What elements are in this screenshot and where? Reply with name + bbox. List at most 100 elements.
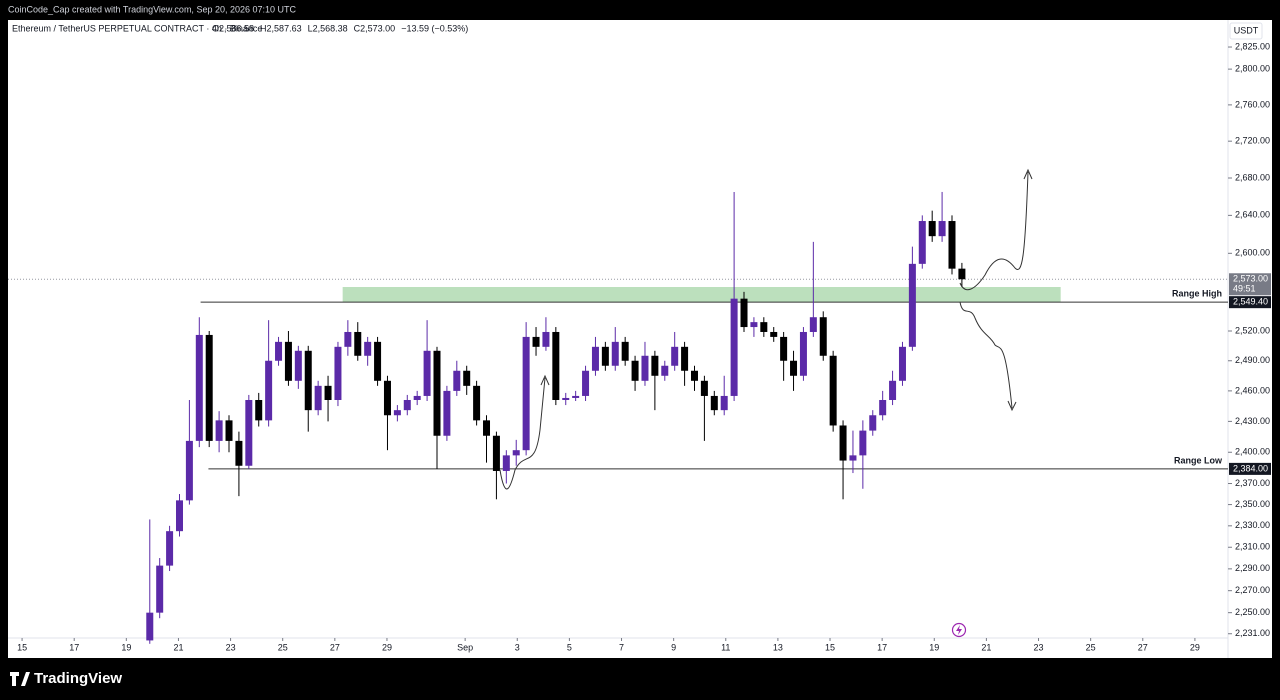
candle-body bbox=[304, 350, 312, 411]
currency: USDT bbox=[1234, 25, 1259, 35]
candle-body bbox=[641, 355, 649, 381]
ohlc-label: H2,587.63 bbox=[260, 23, 302, 33]
y-tick-label: 2,640.00 bbox=[1235, 210, 1270, 220]
last-price-label: 2,573.00 bbox=[1233, 274, 1268, 284]
candle-body bbox=[720, 395, 728, 411]
candle-body bbox=[166, 531, 174, 566]
lightning-icon bbox=[951, 622, 967, 638]
candle-body bbox=[770, 331, 778, 337]
candle-body bbox=[453, 370, 461, 391]
x-tick-label: 27 bbox=[330, 642, 340, 652]
y-tick-label: 2,460.00 bbox=[1235, 385, 1270, 395]
x-tick-label: 23 bbox=[226, 642, 236, 652]
candle-body bbox=[522, 336, 530, 451]
candle-body bbox=[700, 380, 708, 396]
x-tick-label: 23 bbox=[1034, 642, 1044, 652]
candle-body bbox=[918, 221, 926, 264]
candle-body bbox=[690, 370, 698, 381]
projection-up bbox=[499, 377, 546, 490]
y-tick-label: 2,350.00 bbox=[1235, 499, 1270, 509]
countdown: 49:51 bbox=[1233, 284, 1256, 294]
candle-body bbox=[591, 346, 599, 371]
candle-body bbox=[829, 355, 837, 426]
candle-body bbox=[621, 341, 629, 361]
candle-body bbox=[790, 360, 798, 376]
candle-body bbox=[245, 399, 253, 466]
candle-body bbox=[760, 322, 768, 332]
x-tick-label: 11 bbox=[721, 642, 730, 652]
level-name: Range High bbox=[1172, 289, 1222, 299]
x-tick-label: 27 bbox=[1138, 642, 1148, 652]
ohlc-label: −13.59 (−0.53%) bbox=[401, 23, 468, 33]
candle-body bbox=[413, 395, 421, 400]
candle-body bbox=[374, 341, 382, 381]
x-tick-label: 19 bbox=[121, 642, 131, 652]
candle-body bbox=[611, 341, 619, 366]
candle-body bbox=[275, 341, 283, 361]
x-tick-label: 13 bbox=[773, 642, 783, 652]
candle-body bbox=[601, 346, 609, 366]
candle-body bbox=[423, 350, 431, 396]
candle-body bbox=[383, 380, 391, 416]
brand: TradingView bbox=[34, 670, 122, 687]
candle-body bbox=[710, 395, 718, 411]
candle-body bbox=[869, 415, 877, 431]
x-tick-label: 9 bbox=[671, 642, 676, 652]
candle-body bbox=[185, 440, 193, 501]
icon-circle bbox=[951, 622, 967, 638]
arrow-head bbox=[1007, 400, 1017, 412]
candle-body bbox=[681, 346, 689, 371]
candle-body bbox=[175, 500, 183, 532]
candle-body bbox=[235, 440, 243, 466]
x-tick-label: 29 bbox=[382, 642, 392, 652]
y-tick-label: 2,600.00 bbox=[1235, 248, 1270, 258]
x-tick-label: 7 bbox=[619, 642, 624, 652]
x-tick-label: 17 bbox=[69, 642, 79, 652]
candle-body bbox=[958, 268, 966, 280]
y-tick-label: 2,370.00 bbox=[1235, 478, 1270, 488]
x-tick-label: 19 bbox=[929, 642, 939, 652]
x-tick-label: 21 bbox=[173, 642, 183, 652]
candle-body bbox=[671, 346, 679, 366]
candle-body bbox=[552, 331, 560, 400]
candle-body bbox=[512, 450, 520, 456]
x-tick-label: 25 bbox=[278, 642, 288, 652]
y-tick-label: 2,490.00 bbox=[1235, 355, 1270, 365]
level-name: Range Low bbox=[1174, 455, 1223, 465]
candle-body bbox=[889, 380, 897, 400]
x-tick-label: 17 bbox=[877, 642, 887, 652]
chart-area bbox=[8, 20, 1272, 658]
arrow-head bbox=[540, 374, 550, 386]
y-tick-label: 2,760.00 bbox=[1235, 99, 1270, 109]
candle-body bbox=[195, 334, 203, 441]
candle-body bbox=[661, 365, 669, 376]
x-tick-label: 25 bbox=[1086, 642, 1096, 652]
price-tag-label: 2,384.00 bbox=[1233, 463, 1268, 473]
candle-body bbox=[730, 298, 738, 396]
y-tick-label: 2,680.00 bbox=[1235, 172, 1270, 182]
y-tick-label: 2,330.00 bbox=[1235, 520, 1270, 530]
x-tick-label: 15 bbox=[825, 642, 835, 652]
y-tick-label: 2,720.00 bbox=[1235, 136, 1270, 146]
logo bbox=[10, 672, 30, 686]
y-tick-label: 2,825.00 bbox=[1235, 41, 1270, 51]
zone bbox=[342, 286, 1061, 303]
candle-body bbox=[294, 350, 302, 381]
price-tag bbox=[1229, 296, 1271, 309]
candle-body bbox=[740, 298, 748, 328]
candle-body bbox=[938, 221, 946, 237]
candle-body bbox=[819, 317, 827, 356]
candle-body bbox=[215, 420, 223, 441]
candle-body bbox=[908, 263, 916, 347]
candle-body bbox=[344, 331, 352, 347]
ohlc-label: O2,586.58 bbox=[212, 23, 254, 33]
y-tick-label: 2,270.00 bbox=[1235, 585, 1270, 595]
ohlc-label: C2,573.00 bbox=[354, 23, 396, 33]
candle-body bbox=[225, 420, 233, 441]
candle-body bbox=[562, 397, 570, 400]
candle-body bbox=[809, 317, 817, 332]
candle-body bbox=[463, 370, 471, 386]
candle-body bbox=[492, 435, 500, 471]
candle-body bbox=[859, 430, 867, 456]
